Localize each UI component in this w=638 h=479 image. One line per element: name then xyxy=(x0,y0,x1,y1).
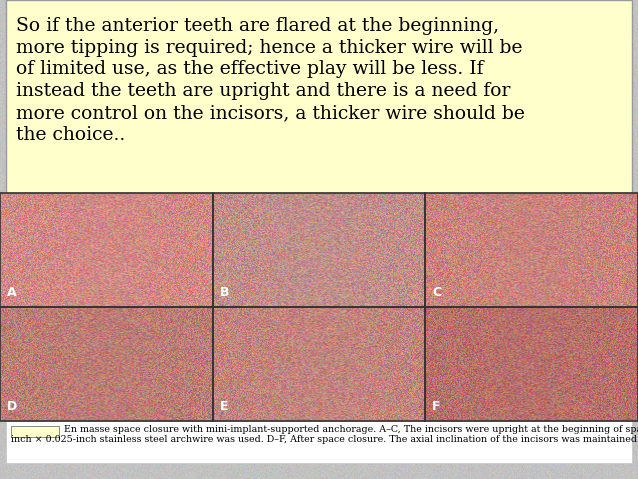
Text: E: E xyxy=(219,400,228,413)
Text: instead the teeth are upright and there is a need for: instead the teeth are upright and there … xyxy=(16,82,510,101)
Bar xyxy=(6,421,632,463)
Text: B: B xyxy=(219,286,229,299)
Text: C: C xyxy=(433,286,441,299)
Text: of limited use, as the effective play will be less. If: of limited use, as the effective play wi… xyxy=(16,60,484,79)
Bar xyxy=(11,426,59,437)
Text: inch × 0.025-inch stainless steel archwire was used. D–F, After space closure. T: inch × 0.025-inch stainless steel archwi… xyxy=(11,435,638,444)
Bar xyxy=(212,307,426,421)
Bar xyxy=(0,307,212,421)
Bar xyxy=(0,193,212,307)
Text: more tipping is required; hence a thicker wire will be: more tipping is required; hence a thicke… xyxy=(16,39,523,57)
Bar xyxy=(426,193,638,307)
Text: F: F xyxy=(433,400,441,413)
Text: En masse space closure with mini-implant-supported anchorage. A–C, The incisors : En masse space closure with mini-implant… xyxy=(64,425,638,434)
Text: the choice..: the choice.. xyxy=(16,126,125,144)
Text: So if the anterior teeth are flared at the beginning,: So if the anterior teeth are flared at t… xyxy=(16,17,499,35)
Text: more control on the incisors, a thicker wire should be: more control on the incisors, a thicker … xyxy=(16,104,525,122)
Bar xyxy=(6,0,632,193)
Bar xyxy=(212,193,426,307)
Bar xyxy=(426,307,638,421)
Text: A: A xyxy=(7,286,17,299)
Text: D: D xyxy=(7,400,17,413)
